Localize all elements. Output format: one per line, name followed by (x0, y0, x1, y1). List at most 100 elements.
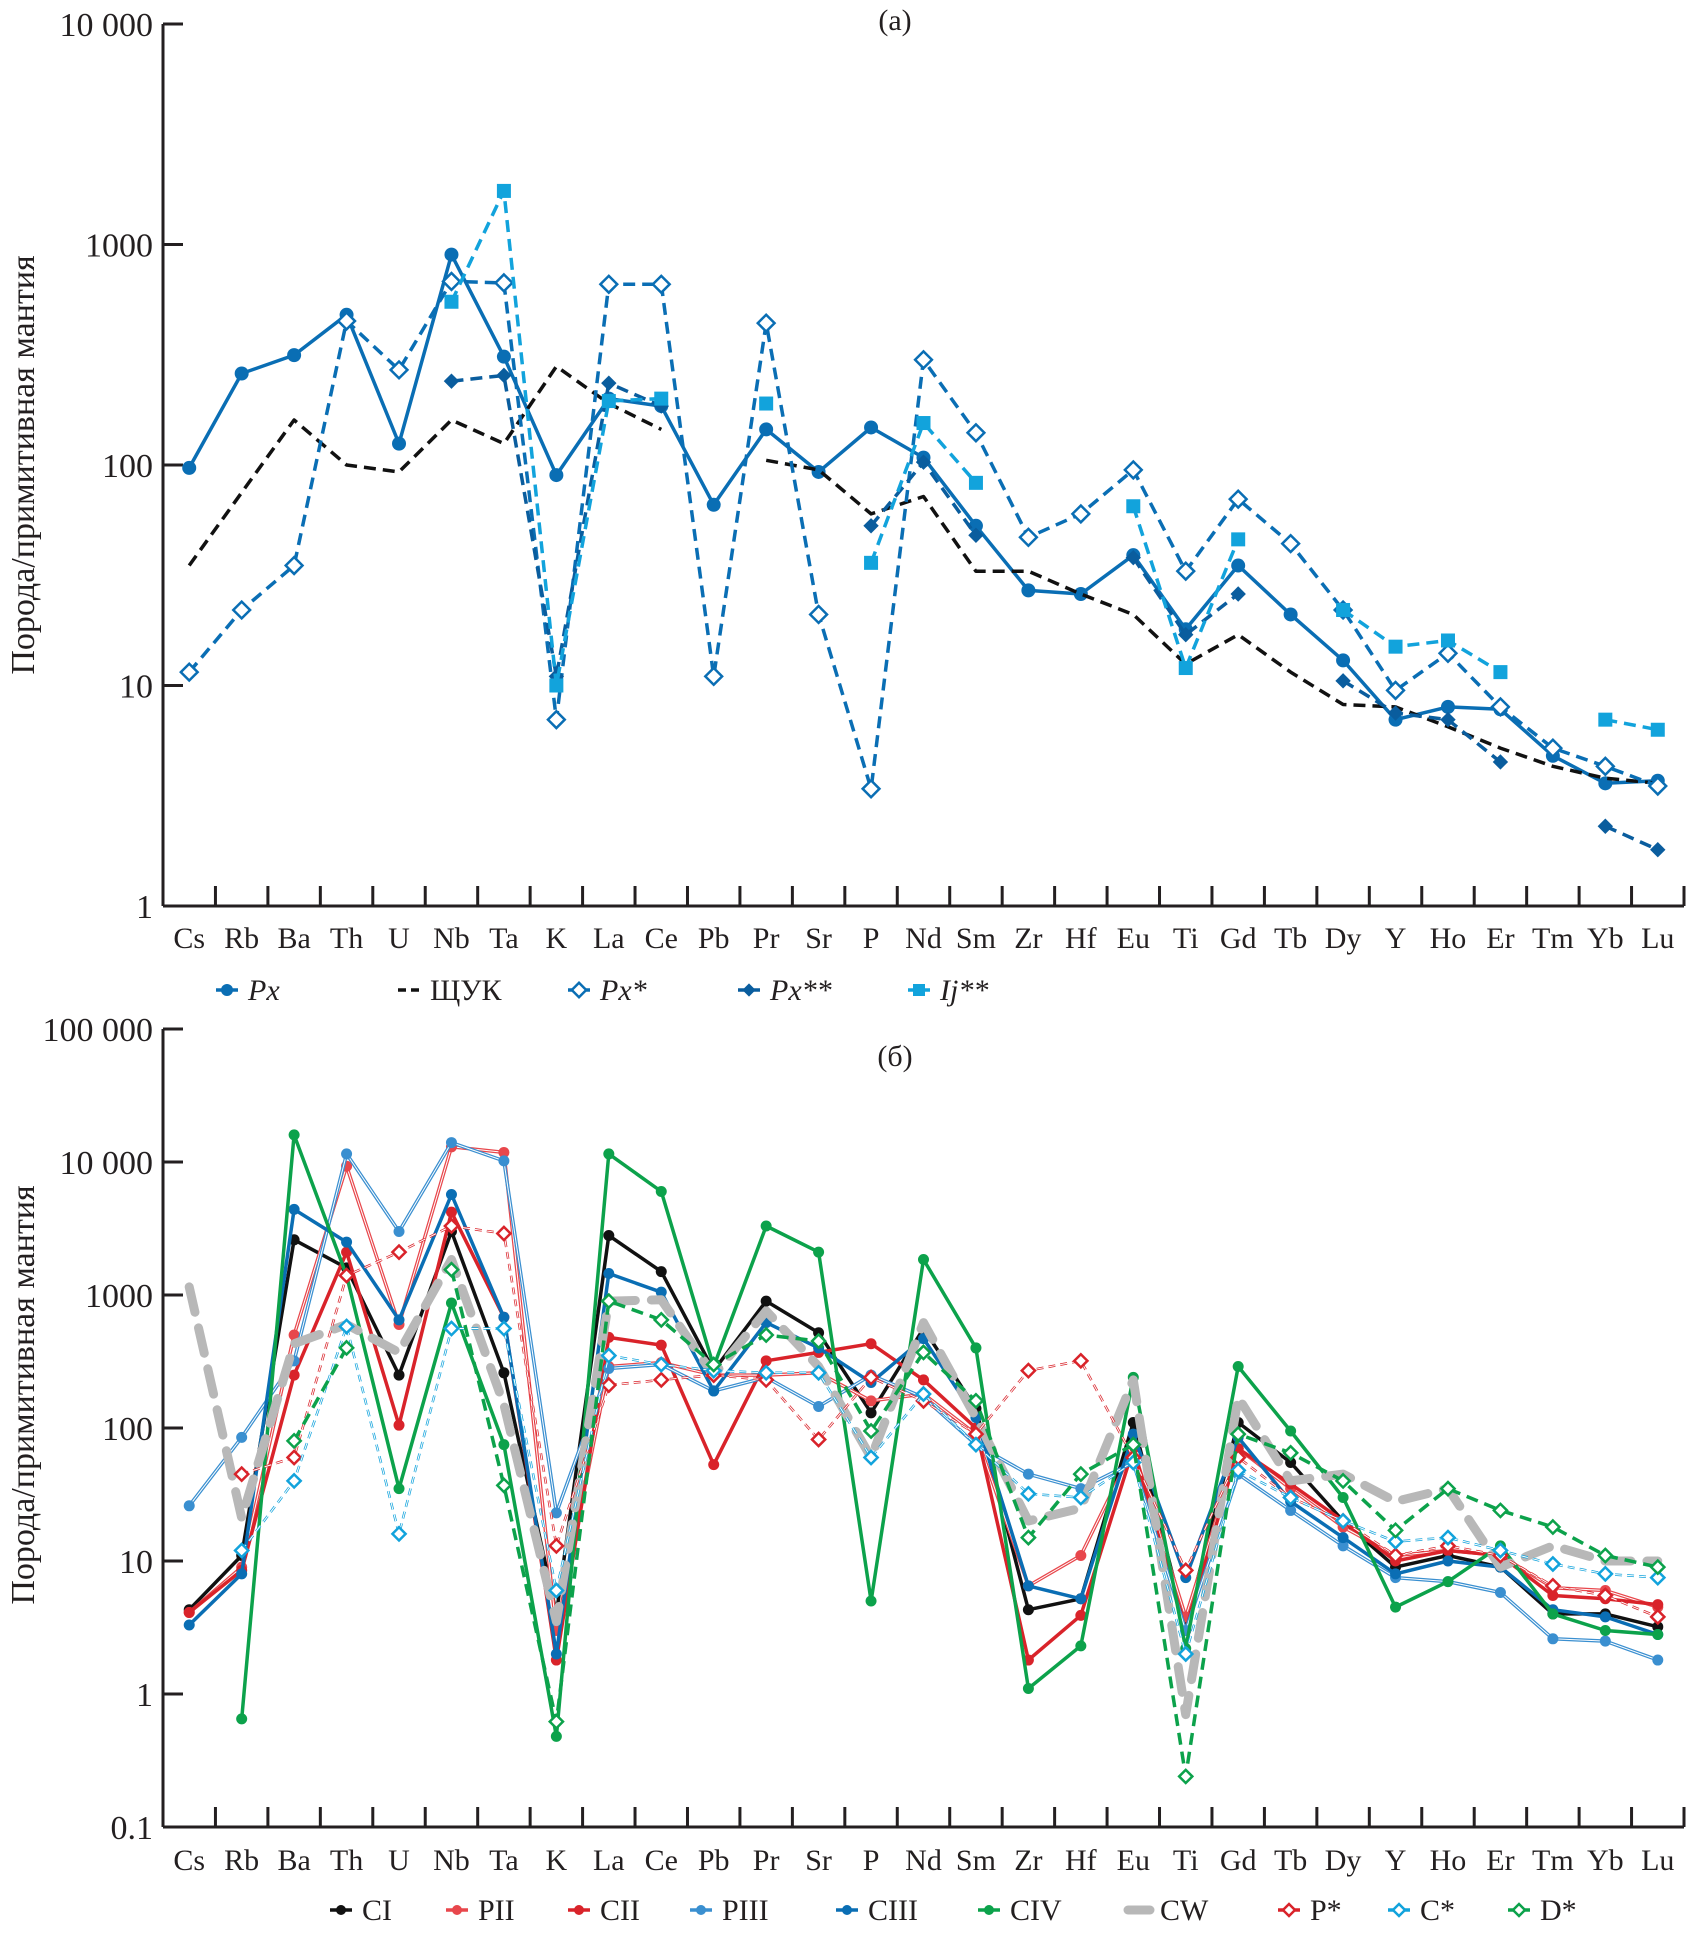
data-point (862, 1449, 880, 1466)
data-point (285, 1472, 303, 1490)
data-point (1544, 1518, 1562, 1536)
series-line (1604, 824, 1659, 852)
data-point (601, 394, 616, 409)
data-point (915, 454, 932, 470)
x-tick-label-k: K (546, 922, 568, 955)
data-point (1596, 1565, 1614, 1583)
data-point (393, 1419, 405, 1431)
data-point (810, 1332, 827, 1350)
data-point (338, 1318, 355, 1335)
data-point (757, 1364, 775, 1382)
panel-a-ylabel: Порода/примитивная мантия (5, 255, 42, 675)
panel-a-legend: Px ЩУК Px* Px** Ij** (216, 974, 988, 1007)
data-point (234, 366, 249, 381)
data-point (231, 599, 252, 621)
data-point (760, 1295, 772, 1307)
data-point (654, 391, 669, 406)
x-tick-label-nd: Nd (905, 922, 942, 955)
data-point (1597, 818, 1614, 834)
x-tick-label-pr: Pr (753, 922, 780, 955)
data-point (970, 1342, 982, 1354)
x-tick-label-sm: Sm (956, 1844, 996, 1877)
data-point (706, 497, 721, 512)
data-point (1282, 1489, 1300, 1506)
x-tick-label-eu: Eu (1117, 1844, 1150, 1877)
data-point (1126, 499, 1141, 514)
data-point (1442, 1576, 1454, 1588)
data-point (1178, 626, 1194, 643)
x-tick-label-ba: Ba (277, 922, 310, 955)
data-point (498, 1367, 510, 1379)
data-point (547, 1537, 565, 1555)
data-point (393, 1226, 405, 1238)
data-point (1599, 1625, 1611, 1637)
data-point (1650, 722, 1665, 737)
x-tick-label-ti: Ti (1173, 922, 1199, 955)
data-point (1229, 1425, 1247, 1443)
legend-item: C* (1388, 1894, 1455, 1927)
y-tick-label: 0.1 (111, 1810, 154, 1847)
data-point (1547, 1633, 1559, 1645)
data-point (1072, 1489, 1090, 1506)
data-point (1178, 661, 1193, 676)
x-tick-label-sm: Sm (956, 922, 996, 955)
x-tick-label-er: Er (1486, 1844, 1514, 1877)
x-tick-label-lu: Lu (1641, 1844, 1674, 1877)
legend-label: PIII (722, 1894, 769, 1927)
data-point (1494, 1586, 1506, 1598)
series-line (1131, 556, 1240, 637)
data-point (808, 604, 829, 625)
data-point (1285, 1425, 1297, 1437)
data-point (550, 1648, 562, 1660)
data-point (655, 1286, 667, 1298)
data-point (390, 1525, 408, 1543)
data-point (865, 1338, 877, 1350)
data-point (862, 1369, 880, 1386)
x-tick-label-tm: Tm (1532, 922, 1574, 955)
data-point (550, 1507, 562, 1519)
y-tick-label: 10 (119, 669, 153, 706)
data-point (968, 475, 983, 490)
x-tick-label-zr: Zr (1014, 1844, 1042, 1877)
data-point (652, 1356, 670, 1373)
legend-item: Px* (568, 974, 647, 1007)
data-point (1440, 711, 1456, 728)
data-point (498, 1155, 510, 1167)
data-point (233, 1542, 251, 1559)
data-point (865, 1395, 877, 1407)
x-tick-label-ho: Ho (1430, 922, 1467, 955)
data-point (288, 1129, 300, 1141)
data-point (1390, 1601, 1402, 1613)
legend-label: CI (362, 1894, 392, 1927)
series-line (1604, 717, 1659, 732)
y-tick-label: 1000 (85, 1278, 153, 1315)
data-point (1229, 1462, 1247, 1479)
legend-item: Px** (738, 974, 832, 1007)
x-tick-label-pb: Pb (698, 922, 730, 955)
data-point (1650, 842, 1666, 858)
data-point (1387, 1521, 1404, 1539)
data-point (1334, 1472, 1352, 1490)
data-point (445, 1137, 457, 1149)
data-point (655, 1266, 667, 1278)
data-point (864, 555, 879, 570)
panel-b-title: (б) (877, 1040, 912, 1073)
legend-label: Px* (599, 974, 647, 1007)
data-point (810, 1364, 827, 1382)
data-point (1177, 1645, 1195, 1663)
data-point (549, 678, 564, 693)
x-tick-label-cs: Cs (173, 922, 205, 955)
series-cii (183, 1206, 1664, 1666)
y-tick-label: 1 (136, 1677, 153, 1714)
data-point (1652, 1599, 1664, 1611)
data-point (443, 1217, 460, 1235)
x-tick-label-pb: Pb (698, 1844, 730, 1877)
panel-b-y-ticks: 0.1 1 10 100 1000 10 000 100 000 (43, 1012, 183, 1847)
data-point (968, 518, 983, 533)
data-point (810, 1431, 827, 1448)
data-point (1387, 1533, 1404, 1550)
x-tick-label-ba: Ba (277, 1844, 310, 1877)
data-point (760, 1355, 772, 1367)
legend-label: ЩУК (430, 974, 503, 1007)
x-tick-label-yb: Yb (1587, 922, 1624, 955)
